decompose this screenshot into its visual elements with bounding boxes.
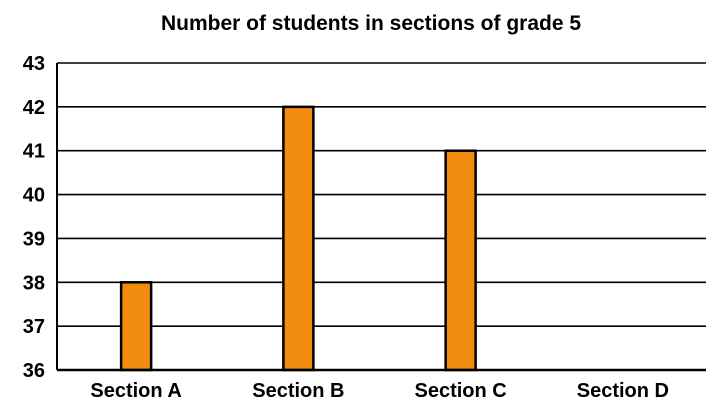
x-tick-label: Section D <box>577 380 669 402</box>
y-tick-label: 39 <box>23 228 45 250</box>
y-tick-label: 41 <box>23 141 45 163</box>
y-tick-label: 36 <box>23 360 45 382</box>
y-tick-label: 40 <box>23 185 45 207</box>
x-tick-label: Section A <box>90 380 182 402</box>
y-tick-label: 42 <box>23 97 45 119</box>
bar-section-b <box>282 105 315 372</box>
axes <box>56 63 706 372</box>
bar-section-c <box>444 149 477 372</box>
y-tick-labels: 36 37 38 39 40 41 42 43 <box>23 53 45 382</box>
chart-title: Number of students in sections of grade … <box>161 12 581 35</box>
y-tick-label: 37 <box>23 316 45 338</box>
bar-section-a <box>119 281 153 372</box>
y-tick-label: 38 <box>23 272 45 294</box>
gridlines <box>57 62 706 327</box>
x-tick-labels: Section A Section B Section C Section D <box>90 380 669 402</box>
x-tick-label: Section C <box>415 380 507 402</box>
y-tick-label: 43 <box>23 53 45 75</box>
x-tick-label: Section B <box>252 380 344 402</box>
